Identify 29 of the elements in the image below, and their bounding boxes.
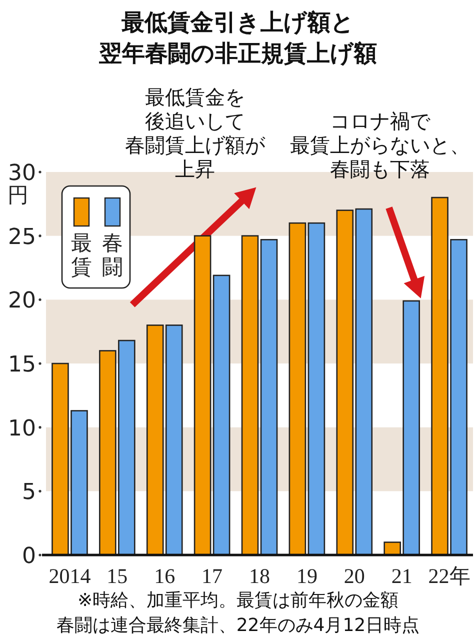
text: ※時給、加重平均。最賃は前年秋の金額春闘は連合最終集計、22年のみ4月12日時点 bbox=[56, 590, 420, 636]
x-tick-label: 21 bbox=[391, 564, 412, 588]
x-tick-label: 20 bbox=[344, 564, 365, 588]
annotation: コロナ禍で最賃上がらないと、春闘も下落 bbox=[290, 109, 470, 181]
y-tick-label: 25 bbox=[8, 224, 36, 250]
x-tick-label: 2014 bbox=[48, 564, 92, 588]
y-tick-label: 15 bbox=[8, 352, 36, 378]
y-tick-label: 10 bbox=[8, 416, 36, 442]
bar bbox=[194, 235, 212, 556]
annotation: 最低賃金を後追いして春闘賃上げ額が上昇 bbox=[125, 85, 266, 181]
legend-label: 最賃 bbox=[71, 231, 92, 279]
bar bbox=[212, 274, 230, 556]
y-tick-label: 5 bbox=[22, 480, 36, 506]
y-tick-label: 0 bbox=[22, 544, 36, 569]
legend-label: 春闘 bbox=[102, 231, 123, 279]
y-axis-title: 円 bbox=[8, 183, 28, 207]
chart-title: 最低賃金引き上げ額と翌年春闘の非正規賃上げ額 bbox=[98, 10, 377, 67]
x-tick-label: 17 bbox=[202, 564, 223, 588]
x-tick-label: 15 bbox=[106, 564, 128, 588]
x-tick-label: 16 bbox=[154, 564, 176, 588]
x-tick-label: 18 bbox=[249, 564, 270, 588]
bar bbox=[308, 222, 326, 556]
bar bbox=[260, 239, 278, 556]
bar bbox=[241, 235, 259, 556]
x-tick-label: 22年 bbox=[428, 564, 470, 588]
y-tick-label: 20 bbox=[8, 288, 36, 314]
x-tick-label: 19 bbox=[296, 564, 318, 588]
y-tick-label: 30 bbox=[8, 161, 36, 186]
bar bbox=[288, 222, 306, 556]
